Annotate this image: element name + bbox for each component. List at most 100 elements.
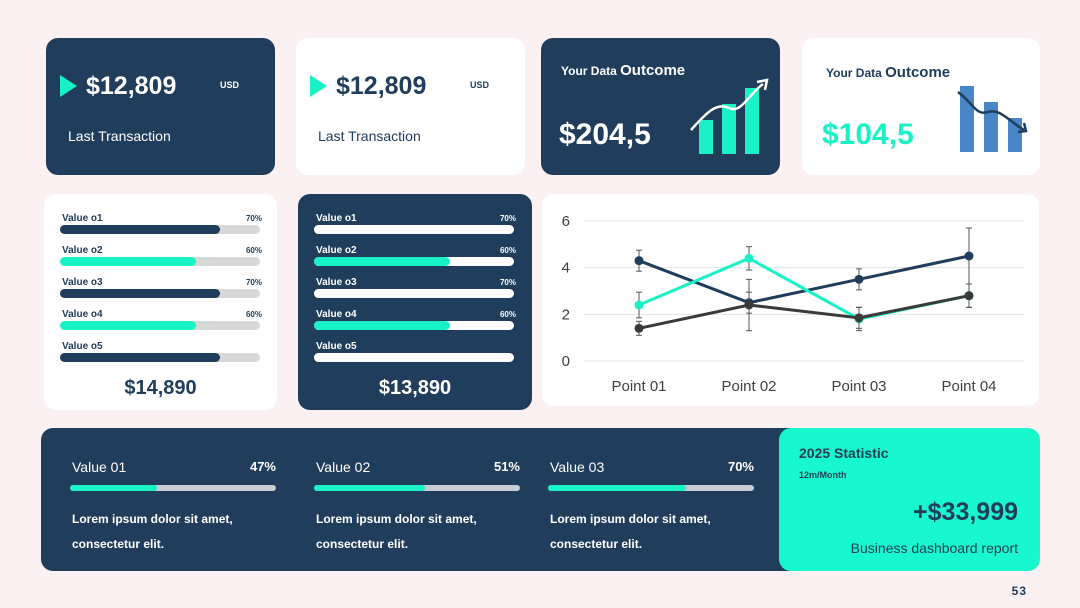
- data-point: [744, 300, 754, 310]
- data-point: [744, 253, 754, 263]
- data-point: [964, 251, 974, 261]
- kpi-amount: $12,809: [86, 72, 177, 100]
- bottom-stat-label: Value 01: [72, 459, 127, 475]
- progress-fill: [314, 225, 474, 234]
- progress-row: Value o3 70%: [314, 276, 516, 308]
- data-point: [854, 274, 864, 284]
- progress-row: Value o3 70%: [60, 276, 262, 308]
- progress-fill: [60, 289, 220, 298]
- x-tick-label: Point 01: [611, 378, 666, 395]
- progress-fill: [314, 289, 474, 298]
- progress-percent: 70%: [499, 278, 516, 287]
- progress-label: Value o5: [62, 341, 103, 352]
- progress-total: $13,890: [378, 377, 452, 399]
- series-line: [638, 294, 970, 330]
- bottom-stat-label: Value 03: [550, 459, 605, 475]
- x-tick-label: Point 03: [831, 378, 886, 395]
- page-number: 53: [1011, 584, 1027, 598]
- bottom-stats-banner: Value 01 47% Lorem ipsum dolor sit amet,…: [41, 428, 831, 571]
- progress-percent: 60%: [245, 246, 262, 255]
- bottom-stat-fill: [548, 485, 687, 491]
- progress-fill: [60, 321, 196, 330]
- bottom-stat-description: Lorem ipsum dolor sit amet, consectetur …: [72, 512, 233, 551]
- progress-track: [314, 225, 514, 234]
- bottom-stat-fill: [314, 485, 426, 491]
- progress-list: Value o1 70% Value o2 60% Value o3 70% Value o…: [60, 212, 262, 372]
- series-line: [638, 254, 970, 305]
- progress-row: Value o2 60%: [60, 244, 262, 276]
- bottom-stat-track: [70, 485, 276, 491]
- progress-track: [60, 353, 260, 362]
- progress-fill: [60, 225, 220, 234]
- progress-row: Value o5: [60, 340, 262, 372]
- outcome-title: Your Data Outcome: [826, 64, 951, 81]
- data-point: [854, 313, 864, 323]
- progress-percent: 70%: [245, 214, 262, 223]
- data-point: [634, 323, 644, 333]
- trend-down-chart-icon: [957, 86, 1028, 152]
- progress-row: Value o1 70%: [314, 212, 516, 244]
- outcome-title: Your Data Outcome: [561, 62, 686, 79]
- kpi-card-2: $12,809 USD Last Transaction: [296, 38, 525, 175]
- progress-percent: 70%: [245, 278, 262, 287]
- x-tick-label: Point 04: [941, 378, 996, 395]
- progress-track: [60, 321, 260, 330]
- data-point: [634, 256, 644, 266]
- line-chart: 0 2 4 6 Point 01 Point 02 Point 03 Point 04: [562, 213, 1024, 395]
- progress-label: Value o1: [316, 213, 357, 224]
- progress-fill: [60, 257, 196, 266]
- bottom-stat-percent: 51%: [493, 459, 520, 474]
- bottom-stat-track: [548, 485, 754, 491]
- progress-percent: 60%: [245, 310, 262, 319]
- data-point: [964, 291, 974, 301]
- kpi-label: Last Transaction: [68, 128, 171, 144]
- statistic-value: +$33,999: [913, 498, 1018, 526]
- trend-up-chart-icon: [690, 78, 769, 154]
- progress-track: [314, 321, 514, 330]
- x-tick-label: Point 02: [721, 378, 776, 395]
- kpi-amount: $12,809: [336, 72, 427, 100]
- progress-track: [314, 257, 514, 266]
- progress-row: Value o2 60%: [314, 244, 516, 276]
- y-tick-label: 0: [562, 353, 570, 370]
- kpi-label: Last Transaction: [318, 128, 421, 144]
- progress-fill: [60, 353, 220, 362]
- progress-row: Value o4 60%: [60, 308, 262, 340]
- play-triangle-icon: [60, 75, 77, 97]
- y-tick-label: 4: [562, 260, 570, 277]
- data-point: [634, 300, 644, 310]
- progress-label: Value o2: [62, 245, 103, 256]
- outcome-card-1: Your Data Outcome $204,5: [541, 38, 780, 175]
- progress-row: Value o1 70%: [60, 212, 262, 244]
- progress-row: Value o4 60%: [314, 308, 516, 340]
- bottom-stat-fill: [70, 485, 157, 491]
- progress-row: Value o5: [314, 340, 516, 372]
- statistic-title: 2025 Statistic: [799, 445, 889, 461]
- progress-fill: [314, 257, 450, 266]
- kpi-card-1: $12,809 USD Last Transaction: [46, 38, 275, 175]
- y-tick-label: 2: [562, 306, 570, 323]
- bottom-stat-description: Lorem ipsum dolor sit amet, consectetur …: [550, 512, 711, 551]
- progress-list: Value o1 70% Value o2 60% Value o3 70% Value o…: [314, 212, 516, 372]
- kpi-unit: USD: [470, 80, 490, 90]
- progress-card-left: Value o1 70% Value o2 60% Value o3 70% Value o…: [44, 194, 277, 410]
- progress-track: [314, 353, 514, 362]
- statistic-caption: Business dashboard report: [850, 540, 1018, 556]
- bottom-stat-percent: 47%: [249, 459, 276, 474]
- progress-label: Value o5: [316, 341, 357, 352]
- bottom-stat-description: Lorem ipsum dolor sit amet, consectetur …: [316, 512, 477, 551]
- progress-track: [314, 289, 514, 298]
- kpi-unit: USD: [220, 80, 240, 90]
- outcome-card-2: Your Data Outcome $104,5: [802, 38, 1040, 175]
- bottom-stat-percent: 70%: [727, 459, 754, 474]
- progress-card-right: Value o1 70% Value o2 60% Value o3 70% Value o…: [298, 194, 532, 410]
- bottom-stat-track: [314, 485, 520, 491]
- progress-label: Value o3: [62, 277, 103, 288]
- progress-fill: [314, 353, 474, 362]
- progress-label: Value o2: [316, 245, 357, 256]
- progress-label: Value o1: [62, 213, 103, 224]
- progress-label: Value o4: [316, 309, 357, 320]
- progress-track: [60, 257, 260, 266]
- statistic-card: 2025 Statistic 12m/Month +$33,999 Busine…: [779, 428, 1040, 571]
- progress-label: Value o3: [316, 277, 357, 288]
